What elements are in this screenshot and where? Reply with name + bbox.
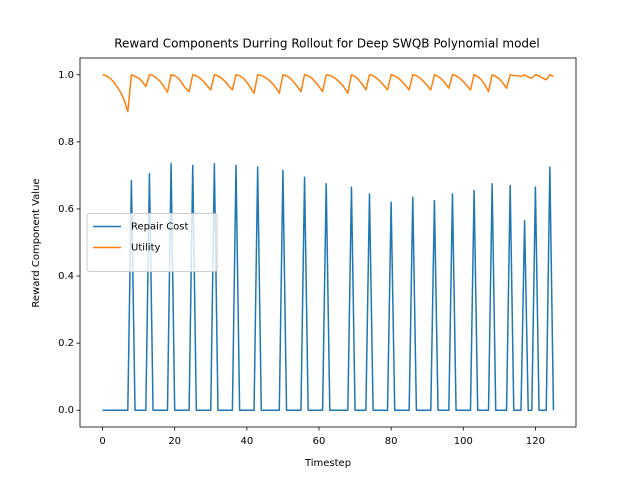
legend-label: Utility bbox=[131, 243, 160, 254]
x-tick-label: 100 bbox=[454, 436, 473, 447]
plot-frame bbox=[79, 57, 577, 428]
legend: Repair Cost Utility bbox=[86, 213, 218, 272]
legend-label: Repair Cost bbox=[131, 222, 189, 233]
y-axis-label: Reward Component Value bbox=[31, 178, 42, 307]
x-tick-label: 20 bbox=[168, 436, 181, 447]
y-tick-label: 0.4 bbox=[58, 271, 74, 282]
y-tick-label: 1.0 bbox=[58, 70, 74, 81]
x-tick-label: 80 bbox=[385, 436, 398, 447]
x-tick-label: 40 bbox=[240, 436, 253, 447]
x-axis-label: Timestep bbox=[304, 458, 351, 469]
x-tick-label: 0 bbox=[99, 436, 105, 447]
y-tick-label: 0.6 bbox=[58, 204, 74, 215]
chart-title: Reward Components Durring Rollout for De… bbox=[114, 37, 540, 51]
y-tick-label: 0.2 bbox=[58, 338, 74, 349]
line-series bbox=[102, 74, 554, 113]
y-tick-label: 0.0 bbox=[58, 405, 74, 416]
x-tick-label: 60 bbox=[313, 436, 326, 447]
y-tick-label: 0.8 bbox=[58, 137, 74, 148]
x-tick-label: 120 bbox=[526, 436, 545, 447]
legend-box bbox=[86, 213, 218, 272]
line-series bbox=[102, 162, 555, 411]
